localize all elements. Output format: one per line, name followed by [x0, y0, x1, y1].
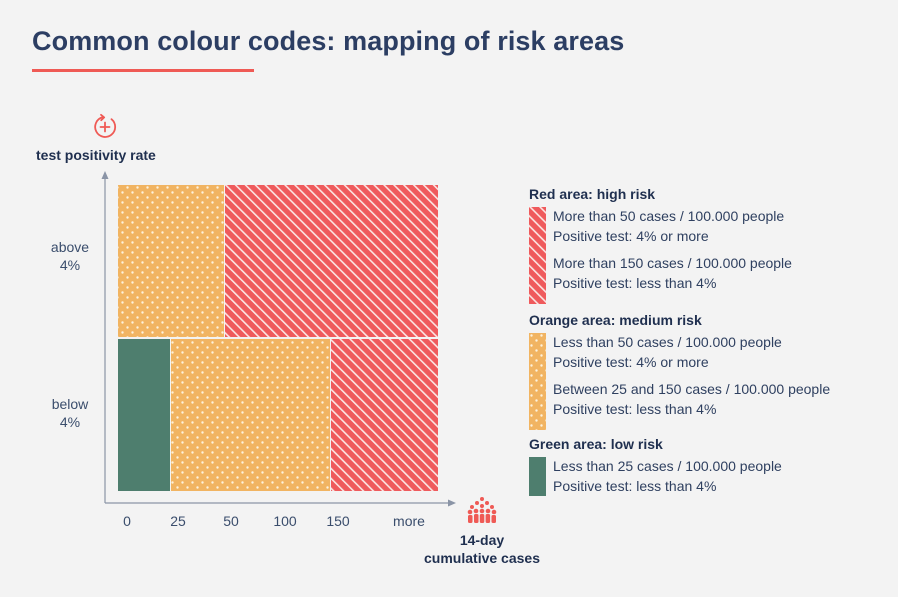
y-axis-arrow — [101, 171, 109, 179]
legend-swatch-red — [529, 207, 546, 304]
y-tick-below: below 4% — [51, 396, 89, 430]
region-high-4 — [331, 339, 438, 491]
legend-item-text: Between 25 and 150 cases / 100.000 peopl… — [553, 381, 831, 397]
legend-heading: Green area: low risk — [529, 436, 663, 452]
x-tick-more: more — [393, 513, 425, 529]
title-underline — [32, 69, 254, 72]
x-axis-title: 14-day cumulative cases — [424, 531, 540, 567]
legend-item-text: Less than 25 cases / 100.000 people — [553, 458, 782, 474]
x-tick-50: 50 — [223, 513, 239, 529]
legend-item-text: More than 150 cases / 100.000 people — [553, 255, 792, 271]
y-axis-title: test positivity rate — [36, 147, 156, 163]
x-axis-arrow — [448, 499, 456, 507]
x-axis-title-text: 14-day cumulative cases — [424, 532, 540, 566]
x-tick-0: 0 — [123, 513, 131, 529]
legend-item-text: Positive test: less than 4% — [553, 401, 717, 417]
legend-group-orange: Orange area: medium risk Less than 50 cas… — [529, 311, 830, 430]
legend-swatch-orange — [529, 333, 546, 430]
legend-item-text: Positive test: less than 4% — [553, 478, 717, 494]
circular-plus-arrow-icon — [94, 113, 116, 138]
legend-item-text: Positive test: 4% or more — [553, 228, 709, 244]
legend-heading: Red area: high risk — [529, 186, 656, 202]
region-medium-0 — [118, 185, 224, 337]
legend-item-text: Positive test: less than 4% — [553, 275, 717, 291]
legend-item-text: Less than 50 cases / 100.000 people — [553, 334, 782, 350]
legend-item-text: More than 50 cases / 100.000 people — [553, 208, 785, 224]
page-title: Common colour codes: mapping of risk are… — [32, 26, 625, 56]
people-crowd-icon — [467, 497, 497, 523]
legend-group-green: Green area: low risk Less than 25 cases /… — [529, 435, 782, 496]
x-tick-100: 100 — [273, 513, 297, 529]
legend-heading: Orange area: medium risk — [529, 312, 702, 328]
legend-swatch-green — [529, 457, 546, 496]
region-high-1 — [225, 185, 438, 337]
y-tick-above: above 4% — [50, 239, 90, 273]
region-medium-3 — [171, 339, 330, 491]
x-tick-25: 25 — [170, 513, 186, 529]
region-low-2 — [118, 339, 170, 491]
legend-group-red: Red area: high risk More than 50 cases / … — [529, 185, 792, 304]
legend-item-text: Positive test: 4% or more — [553, 354, 709, 370]
x-tick-150: 150 — [326, 513, 350, 529]
